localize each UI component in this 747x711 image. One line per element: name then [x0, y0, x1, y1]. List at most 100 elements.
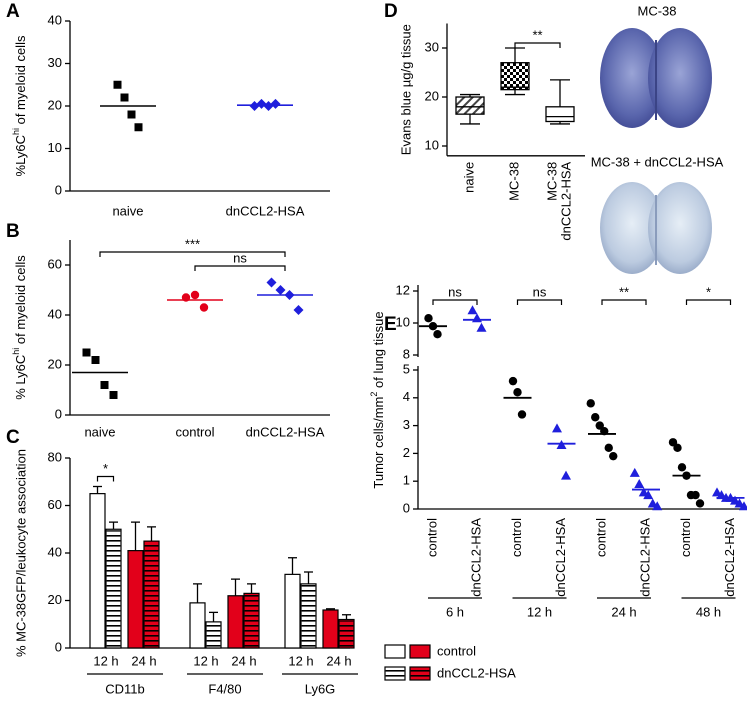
lung-photo	[600, 182, 712, 274]
y-tick-label: 4	[403, 389, 410, 404]
x-tick-label: dnCCL2-HSA	[558, 161, 573, 240]
y-tick-label: 10	[425, 137, 439, 152]
panel-letter: D	[384, 1, 398, 22]
y-tick-label: 30	[48, 55, 62, 70]
y-tick-label: 2	[403, 445, 410, 460]
point	[433, 330, 442, 339]
bar-hatch	[206, 622, 221, 648]
point	[190, 290, 200, 300]
point	[517, 410, 527, 419]
legend-hatch	[410, 668, 430, 680]
significance-label: *	[103, 461, 108, 476]
point	[293, 305, 304, 315]
superscript: hi	[11, 348, 21, 355]
y-tick-label: 20	[425, 88, 439, 103]
legend-swatch	[384, 644, 406, 659]
bar	[227, 595, 244, 649]
label-part: %Ly6C	[13, 135, 28, 176]
group-label: 12 h	[527, 604, 552, 619]
label-part: Tumor cells/mm	[371, 397, 386, 489]
x-subgroup-label: 12 h	[288, 653, 313, 668]
significance-bracket	[194, 265, 286, 271]
point	[600, 426, 609, 436]
y-tick-label: 40	[48, 306, 62, 321]
significance-bracket	[432, 299, 478, 305]
x-tick-label: CD11b	[105, 681, 145, 696]
x-subgroup-label: 12 h	[93, 653, 118, 668]
x-tick-label: F4/80	[208, 681, 241, 696]
significance-bracket	[96, 475, 115, 482]
x-tick-label: naive	[84, 424, 115, 439]
point	[199, 303, 209, 312]
panel-letter: E	[384, 314, 397, 335]
point	[739, 501, 747, 511]
significance-bracket	[601, 299, 647, 305]
x-tick-label: dnCCL2-HSA	[553, 518, 568, 597]
y-axis-label: %Ly6Chi of myeloid cells	[11, 35, 28, 176]
y-tick-label: 0	[55, 182, 62, 197]
y-tick-label: 20	[48, 97, 62, 112]
y-axis-label: Tumor cells/mm2 of lung tissue	[369, 311, 386, 488]
box	[545, 106, 575, 123]
y-tick-label: 3	[403, 417, 410, 432]
point	[428, 322, 438, 331]
point	[270, 98, 281, 109]
x-tick-label: dnCCL2-HSA	[722, 518, 737, 597]
y-tick-label: 30	[425, 39, 439, 54]
y-tick-label: 60	[48, 256, 62, 271]
x-tick-label: control	[509, 518, 524, 557]
point	[682, 471, 691, 480]
bar	[322, 609, 339, 649]
point	[424, 314, 433, 323]
point	[677, 463, 687, 472]
significance-label: ***	[185, 236, 200, 251]
point	[134, 123, 143, 132]
y-tick-label: 0	[403, 500, 410, 515]
significance-label: ns	[448, 284, 462, 299]
legend-hatch	[385, 668, 405, 680]
y-tick-label: 20	[48, 356, 62, 371]
label-part: of myeloid cells	[13, 255, 28, 348]
y-tick-label: 10	[396, 314, 410, 329]
x-tick-label: control	[424, 518, 439, 557]
bar	[127, 550, 144, 649]
x-subgroup-label: 12 h	[193, 653, 218, 668]
significance-bracket	[514, 42, 561, 48]
legend-swatch	[409, 644, 431, 659]
photo-label: MC-38 + dnCCL2-HSA	[591, 154, 724, 169]
point	[695, 499, 705, 508]
point	[127, 110, 136, 119]
group-label: 48 h	[696, 604, 721, 619]
bar	[189, 602, 206, 649]
bar	[284, 573, 301, 649]
x-tick-label: MC-38	[544, 162, 559, 201]
point	[120, 93, 129, 102]
significance-label: **	[619, 284, 629, 299]
point	[82, 348, 91, 357]
point	[91, 356, 100, 364]
point	[275, 285, 286, 295]
point	[668, 438, 678, 447]
x-tick-label: naive	[112, 203, 143, 218]
point	[586, 399, 595, 408]
point	[634, 478, 645, 488]
point	[266, 277, 277, 288]
point	[556, 440, 567, 450]
bar-hatch	[339, 620, 354, 648]
superscript: hi	[11, 128, 21, 135]
significance-label: ns	[533, 284, 547, 299]
y-axis-label: % Ly6Chi of myeloid cells	[11, 255, 28, 400]
y-tick-label: 40	[48, 12, 62, 27]
point	[467, 305, 478, 315]
label-part: of myeloid cells	[13, 35, 28, 128]
x-subgroup-label: 24 h	[326, 653, 351, 668]
point	[561, 470, 571, 480]
box	[455, 96, 485, 115]
lung-photo	[600, 22, 712, 134]
y-axis-label: Evans blue µg/g tissue	[398, 24, 413, 155]
significance-label: **	[532, 27, 542, 42]
point	[691, 490, 700, 500]
x-tick-label: dnCCL2-HSA	[226, 203, 305, 218]
point	[472, 313, 482, 323]
